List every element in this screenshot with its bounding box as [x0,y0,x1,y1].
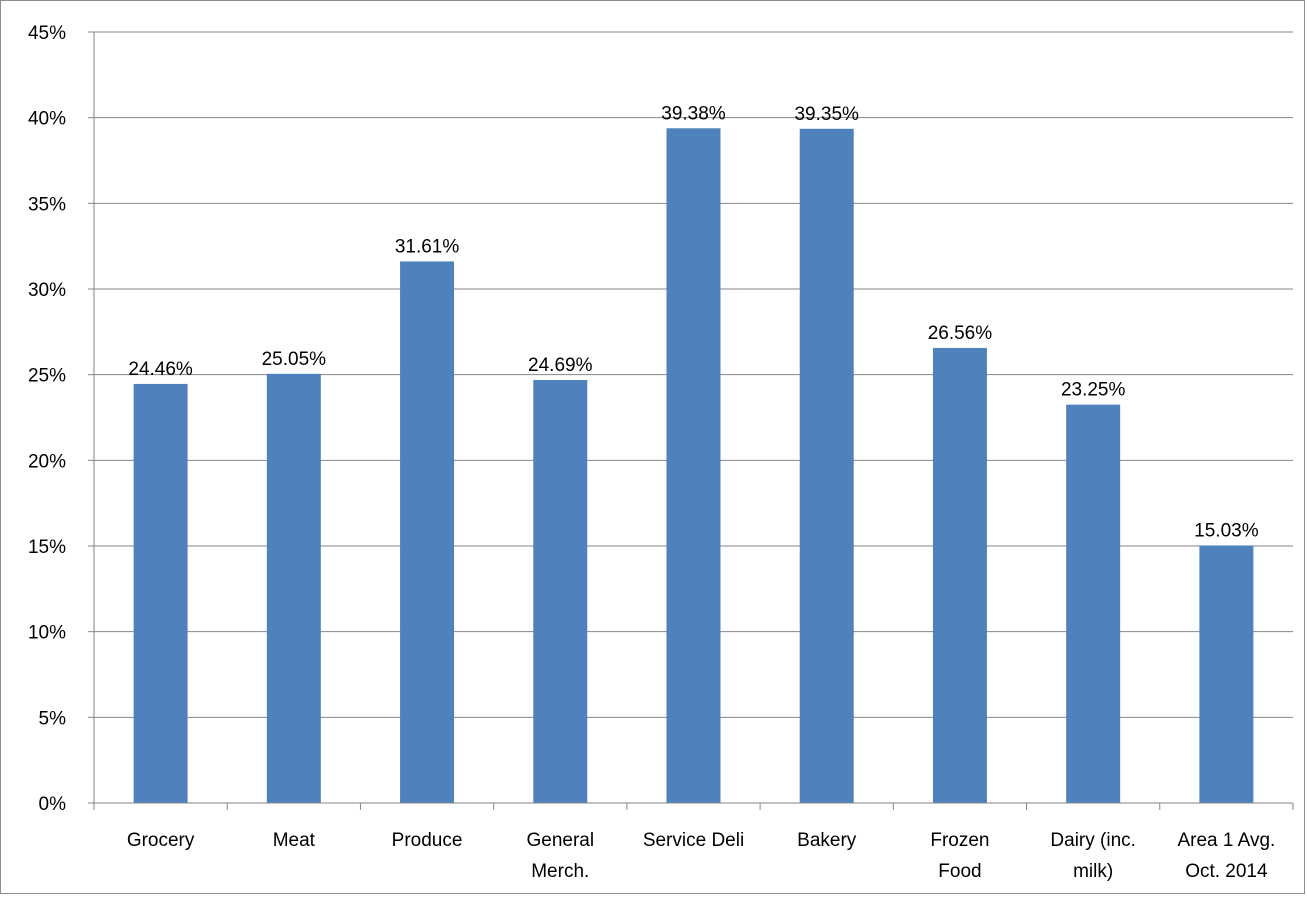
x-category-label: Merch. [531,861,589,882]
bar [932,347,987,803]
labels: 0% 5% 10% 15% 20% 25% 30% 35% 40% 45% 24.46% Grocer… [28,23,1275,882]
y-tick-label: 30% [28,280,66,301]
x-category-label: Oct. 2014 [1185,861,1268,882]
x-category-label: Food [938,861,981,882]
x-category-label: Frozen [930,830,989,851]
x-category-label: Grocery [127,830,195,851]
data-label: 39.38% [661,103,726,124]
data-label: 15.03% [1194,520,1259,541]
y-tick-label: 25% [28,366,66,387]
y-tick-label: 5% [39,708,67,729]
y-tick-label: 40% [28,109,66,130]
bar [533,379,588,803]
data-label: 25.05% [262,349,327,370]
bar [266,373,321,803]
x-category-label: Bakery [797,830,857,851]
x-category-label: milk) [1073,861,1113,882]
bars [133,128,1254,804]
x-category-label: Meat [273,830,316,851]
x-category-label: General [526,830,594,851]
bar [1199,545,1254,803]
x-category-label: Area 1 Avg. [1177,830,1275,851]
data-label: 24.69% [528,355,593,376]
bar [799,128,854,803]
data-label: 23.25% [1061,380,1126,401]
bar [133,383,188,803]
y-tick-label: 10% [28,623,66,644]
bar [1066,404,1121,803]
data-label: 39.35% [794,104,859,125]
y-tick-label: 0% [39,794,67,815]
bar [400,261,455,803]
bar [666,128,721,804]
y-tick-label: 20% [28,451,66,472]
data-label: 31.61% [395,236,460,257]
y-tick-label: 15% [28,537,66,558]
x-category-label: Dairy (inc. [1050,830,1136,851]
y-tick-label: 35% [28,194,66,215]
data-label: 24.46% [128,359,193,380]
data-label: 26.56% [928,323,993,344]
y-tick-label: 45% [28,23,66,44]
axes [88,31,1294,810]
x-category-label: Produce [392,830,463,851]
x-category-label: Service Deli [643,830,744,851]
